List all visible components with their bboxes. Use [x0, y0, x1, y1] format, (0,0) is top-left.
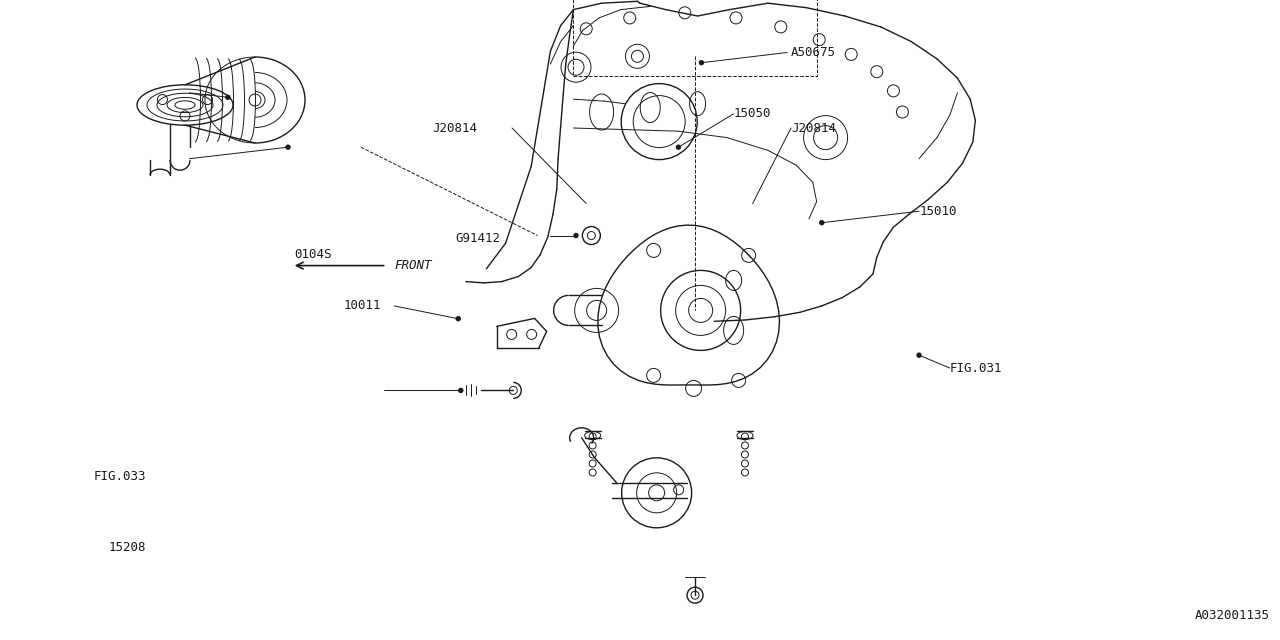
Text: G91412: G91412 — [456, 232, 500, 245]
Text: A032001135: A032001135 — [1196, 609, 1270, 622]
Circle shape — [458, 388, 463, 392]
Circle shape — [819, 221, 824, 225]
Text: 0104S: 0104S — [294, 248, 332, 260]
Text: 10011: 10011 — [343, 300, 380, 312]
Circle shape — [456, 317, 461, 321]
Text: J20814: J20814 — [791, 122, 836, 134]
Circle shape — [573, 234, 579, 237]
Text: FIG.033: FIG.033 — [93, 470, 146, 483]
Text: 15050: 15050 — [733, 108, 771, 120]
Circle shape — [916, 353, 922, 357]
Circle shape — [285, 145, 291, 149]
Bar — [573, 0, 817, 76]
Circle shape — [225, 95, 230, 99]
Text: FIG.031: FIG.031 — [950, 362, 1002, 374]
Text: J20814: J20814 — [433, 122, 477, 134]
Text: 15208: 15208 — [109, 541, 146, 554]
Text: FRONT: FRONT — [394, 259, 431, 272]
Text: 15010: 15010 — [919, 205, 956, 218]
Text: A50675: A50675 — [791, 46, 836, 59]
Circle shape — [676, 145, 681, 149]
Circle shape — [699, 61, 704, 65]
